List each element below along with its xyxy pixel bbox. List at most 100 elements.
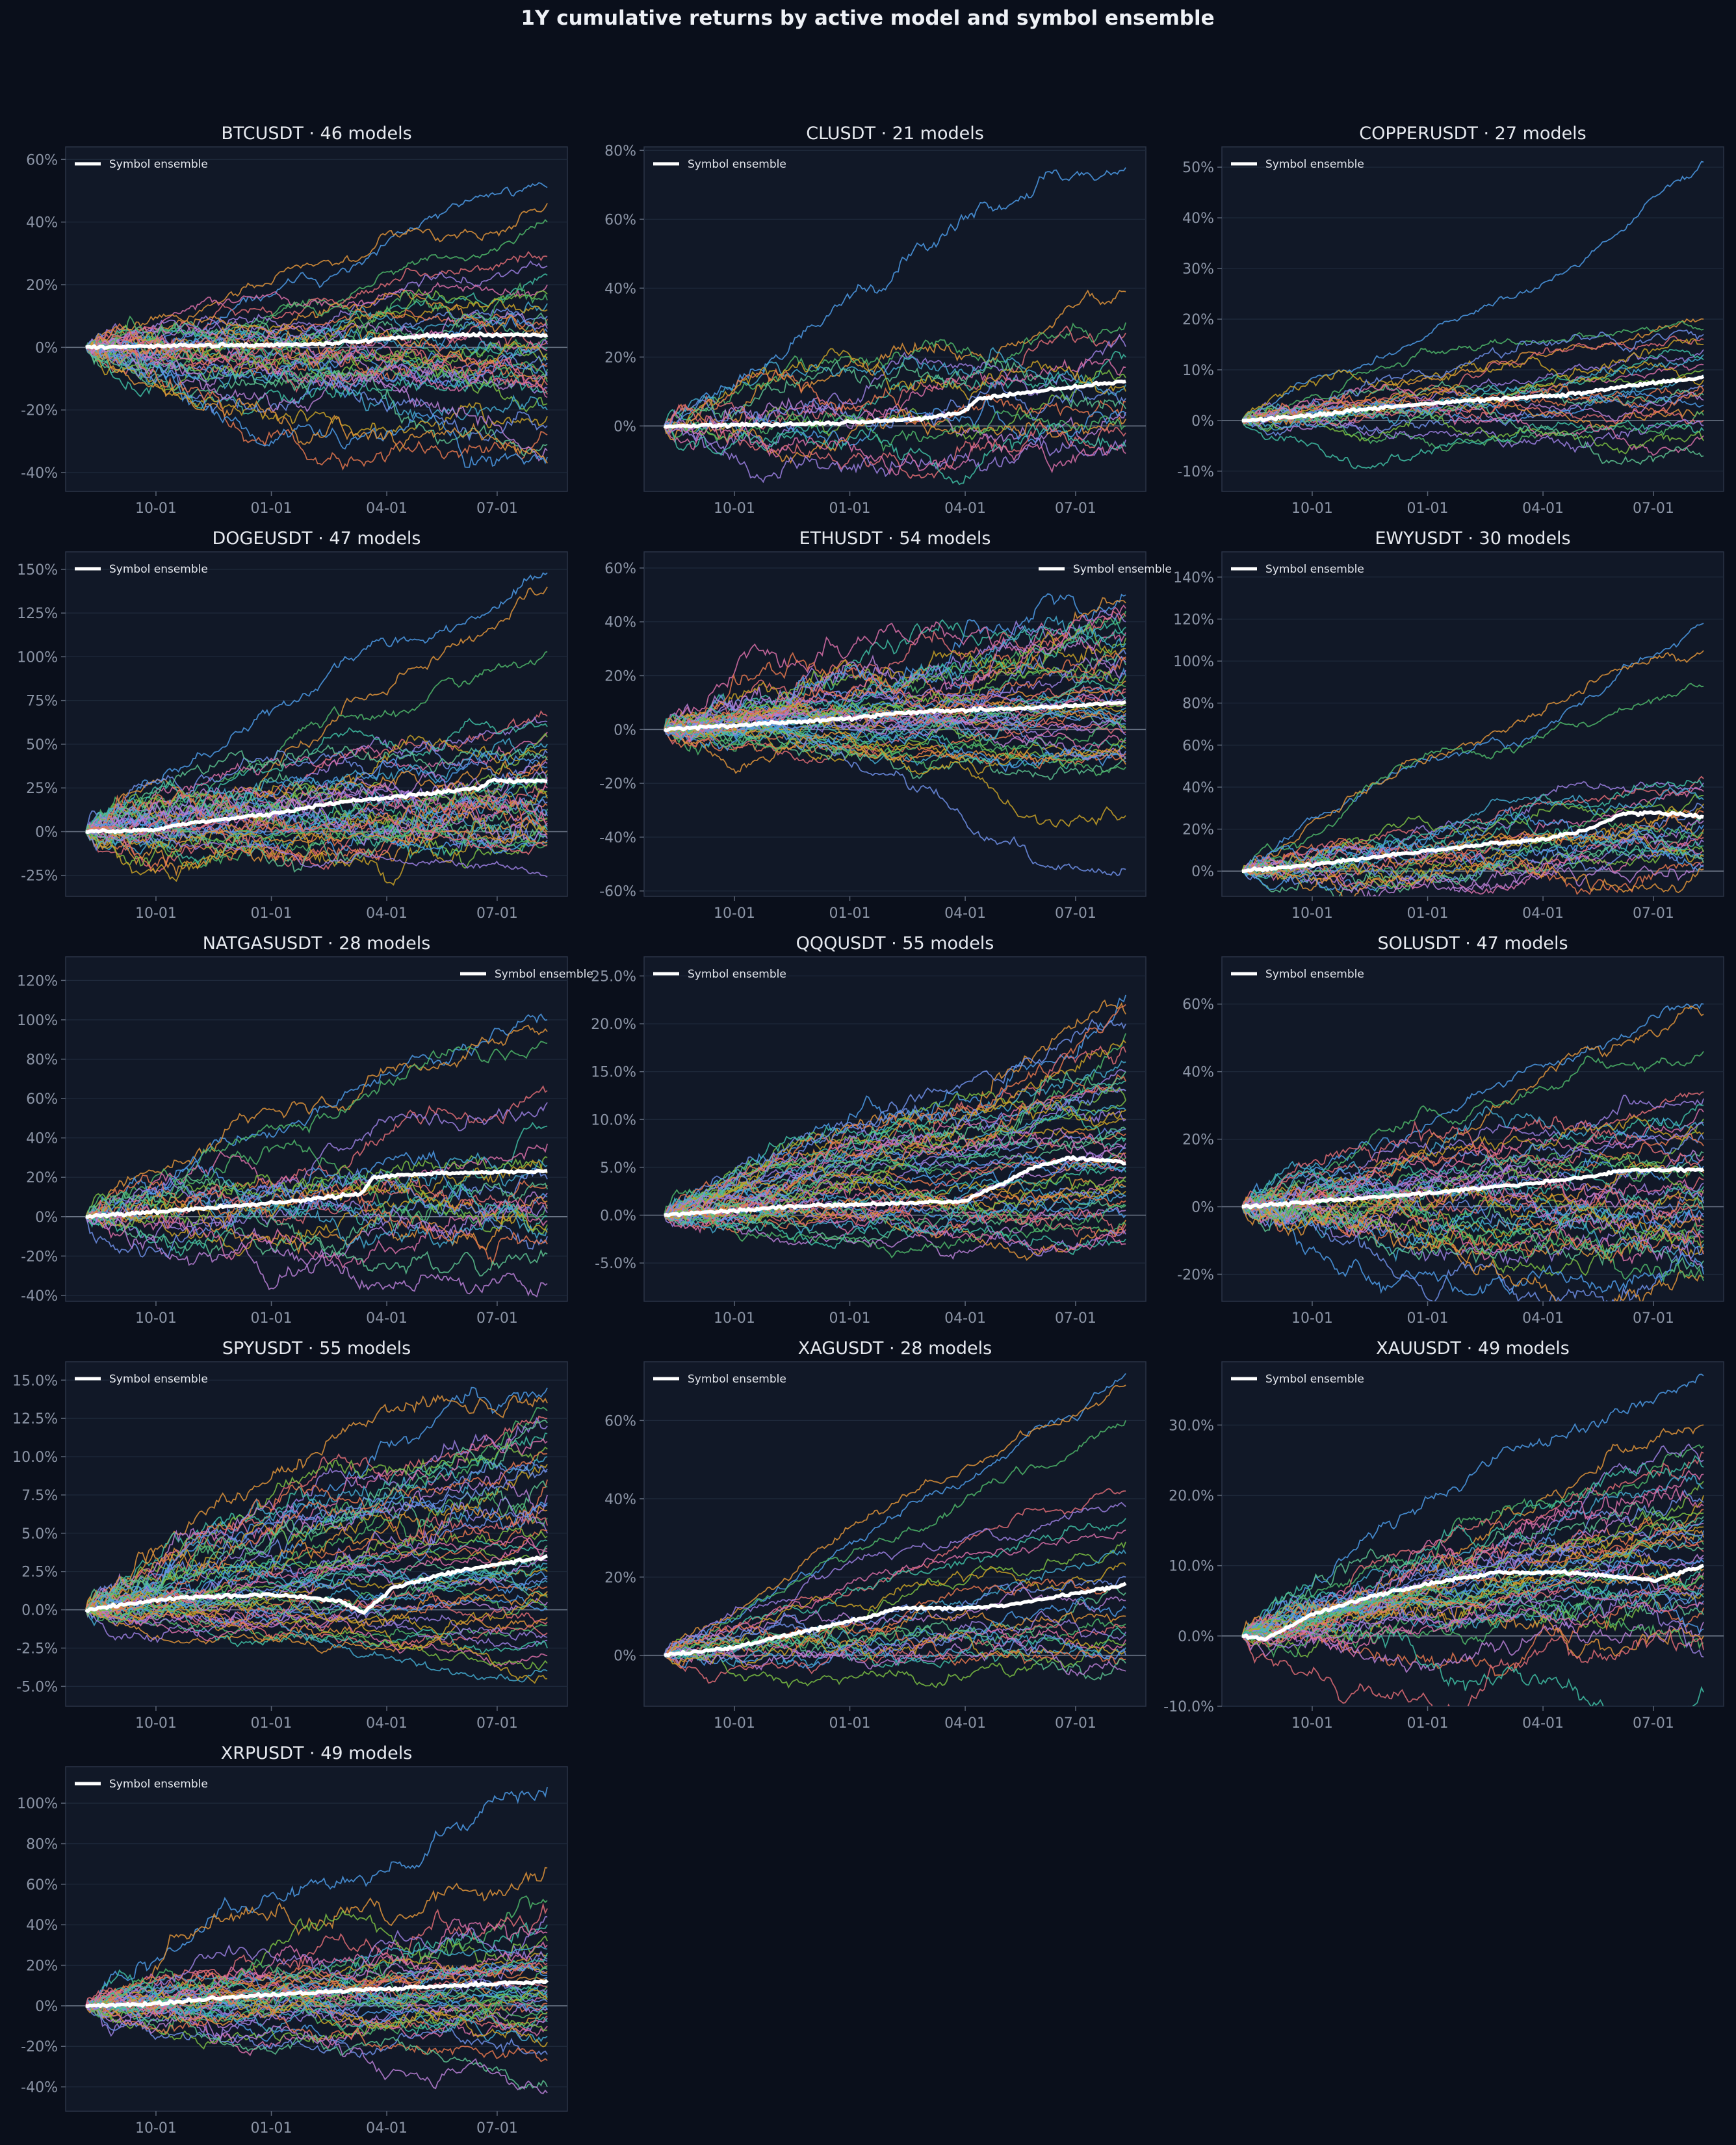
model-series-line	[85, 1191, 548, 1274]
series-group	[85, 1013, 548, 1298]
model-series-line	[1241, 419, 1704, 469]
model-series-line	[85, 2005, 548, 2062]
model-series-line	[85, 1174, 548, 1234]
y-tick-label: 5.0%	[600, 1160, 636, 1176]
model-series-line	[664, 1639, 1126, 1689]
y-tick-label: 60%	[604, 212, 636, 228]
model-series-line	[85, 572, 548, 835]
model-series-line	[1241, 1587, 1704, 1649]
model-series-line	[664, 1420, 1126, 1656]
model-series-line	[1241, 779, 1704, 879]
y-tick-label: -10.0%	[1163, 1699, 1214, 1715]
model-series-line	[85, 1394, 548, 1611]
model-series-line	[85, 328, 548, 389]
model-series-line	[664, 729, 1126, 774]
x-tick-label: 07-01	[476, 2120, 518, 2137]
series-group	[1241, 161, 1705, 469]
model-series-line	[1241, 320, 1704, 421]
x-tick-label: 01-01	[251, 1715, 292, 1732]
y-tick-label: 20%	[26, 278, 58, 294]
model-series-line	[664, 1173, 1126, 1223]
series-group	[1241, 1003, 1705, 1301]
model-series-line	[85, 789, 548, 850]
model-series-line	[85, 1191, 548, 1254]
model-series-line	[1241, 1176, 1704, 1245]
x-tick-label: 04-01	[944, 500, 986, 517]
ensemble-line	[664, 1581, 1127, 1658]
x-tick-label: 10-01	[135, 1715, 177, 1732]
legend-label: Symbol ensemble	[1265, 968, 1364, 981]
ensemble-line	[663, 699, 1126, 733]
model-series-line	[664, 663, 1126, 733]
y-tick-label: 20%	[26, 1958, 58, 1975]
ensemble-line	[1241, 374, 1705, 422]
y-tick-label: 0%	[35, 1999, 58, 2015]
panel-title: SOLUSDT · 47 models	[1377, 933, 1568, 954]
model-series-line	[664, 1099, 1126, 1223]
x-tick-label: 01-01	[251, 2120, 292, 2137]
legend-label: Symbol ensemble	[1265, 158, 1364, 171]
y-tick-label: 20%	[604, 1570, 636, 1586]
model-series-line	[1241, 406, 1704, 454]
model-series-line	[1241, 1474, 1704, 1637]
y-tick-label: 0%	[35, 340, 58, 356]
model-series-line	[664, 1071, 1126, 1226]
model-series-line	[664, 1097, 1126, 1221]
model-series-line	[85, 1167, 548, 1258]
y-tick-label: 60%	[26, 1091, 58, 1108]
model-series-line	[1241, 1003, 1704, 1208]
model-series-line	[1241, 1206, 1704, 1301]
model-series-line	[85, 1041, 548, 1219]
model-series-line	[85, 1561, 548, 1611]
model-series-line	[1241, 338, 1704, 421]
model-series-line	[1241, 1600, 1704, 1658]
x-tick-label: 04-01	[1522, 1310, 1564, 1327]
series-group	[85, 1786, 549, 2094]
y-tick-label: 80%	[26, 1052, 58, 1068]
model-series-line	[85, 1155, 548, 1217]
x-tick-label: 01-01	[1407, 500, 1449, 517]
model-series-line	[1241, 682, 1704, 872]
panel-title: XRPUSDT · 49 models	[221, 1743, 413, 1763]
model-series-line	[85, 342, 548, 464]
panel-title: XAGUSDT · 28 models	[798, 1338, 992, 1358]
model-series-line	[664, 1208, 1126, 1259]
model-series-line	[85, 1174, 548, 1233]
model-series-line	[85, 798, 548, 852]
model-series-line	[85, 340, 548, 437]
y-tick-label: -60%	[599, 884, 636, 900]
model-series-line	[664, 1204, 1126, 1260]
y-tick-label: 0%	[1191, 864, 1214, 880]
model-series-line	[1241, 1141, 1704, 1223]
model-series-line	[1241, 408, 1704, 455]
y-tick-label: 10.0%	[591, 1112, 636, 1128]
y-tick-label: -5.0%	[595, 1256, 636, 1272]
x-tick-label: 10-01	[714, 1715, 755, 1732]
series-group	[663, 167, 1126, 486]
model-series-line	[1241, 1536, 1704, 1640]
model-series-line	[664, 1502, 1126, 1656]
y-tick-label: 0%	[614, 419, 636, 435]
model-series-line	[85, 1602, 548, 1684]
model-series-line	[664, 722, 1126, 777]
x-tick-label: 04-01	[366, 905, 408, 922]
model-series-line	[1241, 1541, 1704, 1640]
y-tick-label: 40%	[1182, 780, 1214, 796]
model-series-line	[1241, 1455, 1704, 1637]
x-tick-label: 07-01	[1055, 500, 1096, 517]
y-tick-label: 20%	[1182, 822, 1214, 838]
chart-panel: XAGUSDT · 28 models 60% 40% 20% 0% 10-01 01-01…	[604, 1338, 1147, 1732]
model-series-line	[664, 694, 1126, 742]
model-series-line	[1241, 855, 1704, 896]
model-series-line	[1241, 623, 1704, 872]
model-series-line	[664, 1628, 1126, 1665]
model-series-line	[664, 686, 1126, 734]
ensemble-line	[1241, 1563, 1704, 1642]
model-series-line	[85, 344, 548, 471]
model-series-line	[85, 1598, 548, 1683]
model-series-line	[85, 1600, 548, 1643]
y-tick-label: -20%	[21, 403, 58, 419]
ensemble-line	[664, 1155, 1126, 1217]
y-tick-label: 40%	[1182, 1065, 1214, 1081]
ensemble-line	[85, 777, 548, 835]
